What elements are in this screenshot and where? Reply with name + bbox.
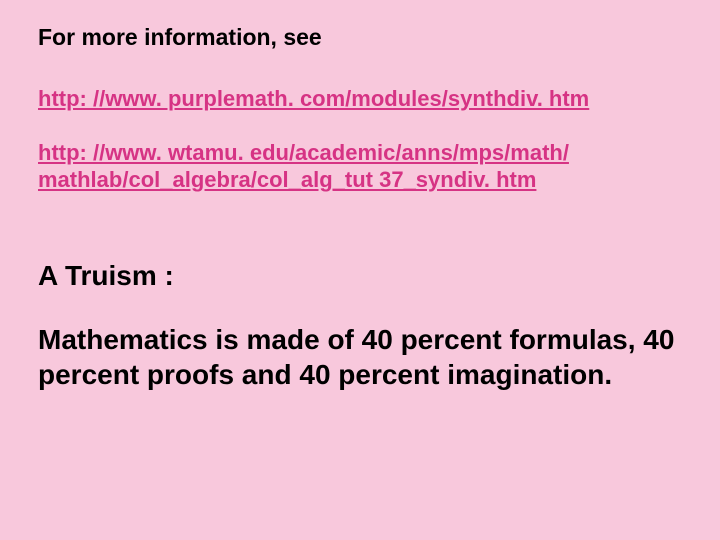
reference-link-1[interactable]: http: //www. purplemath. com/modules/syn… bbox=[38, 85, 682, 113]
intro-heading: For more information, see bbox=[38, 24, 682, 51]
reference-link-2[interactable]: http: //www. wtamu. edu/academic/anns/mp… bbox=[38, 139, 682, 194]
truism-body: Mathematics is made of 40 percent formul… bbox=[38, 322, 678, 392]
slide-container: For more information, see http: //www. p… bbox=[0, 0, 720, 540]
spacer bbox=[38, 220, 682, 260]
truism-title: A Truism : bbox=[38, 260, 682, 292]
